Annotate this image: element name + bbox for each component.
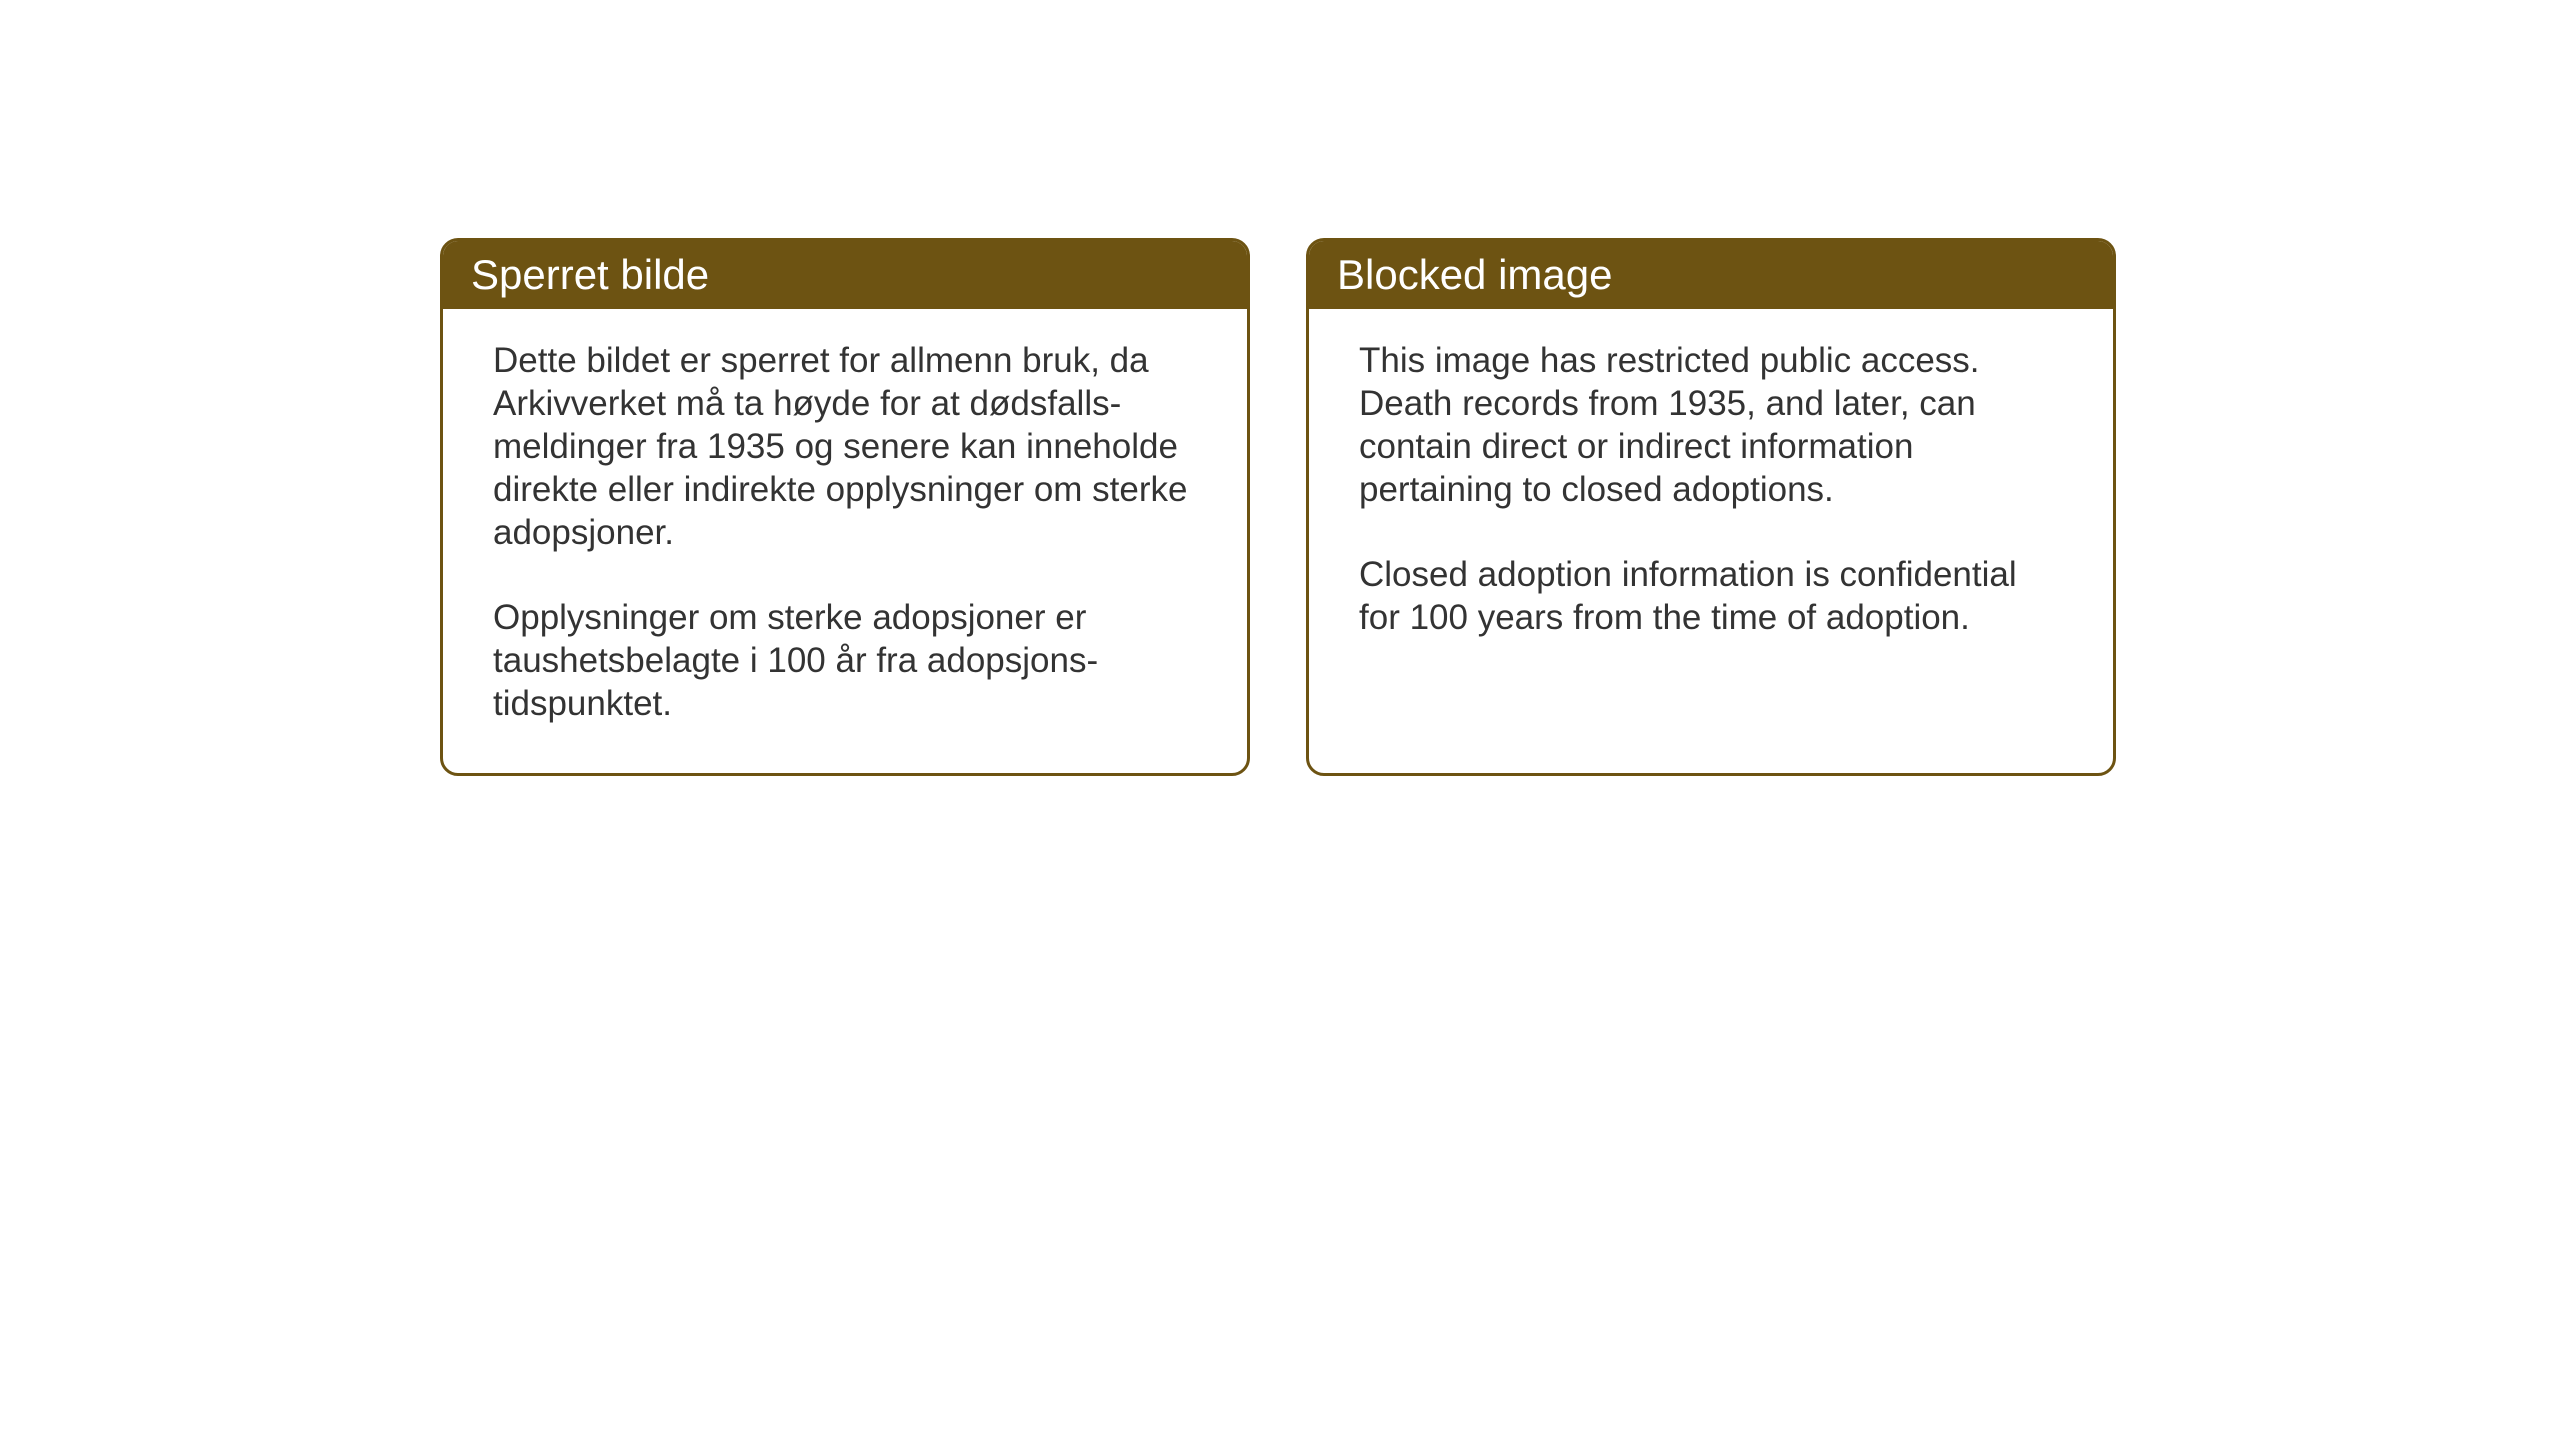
card-body-norwegian: Dette bildet er sperret for allmenn bruk… — [443, 309, 1247, 773]
paragraph-norwegian-2: Opplysninger om sterke adopsjoner er tau… — [493, 596, 1197, 725]
notice-cards-container: Sperret bilde Dette bildet er sperret fo… — [440, 238, 2116, 776]
notice-card-norwegian: Sperret bilde Dette bildet er sperret fo… — [440, 238, 1250, 776]
card-header-english: Blocked image — [1309, 241, 2113, 309]
card-title-english: Blocked image — [1337, 251, 1612, 298]
notice-card-english: Blocked image This image has restricted … — [1306, 238, 2116, 776]
card-body-english: This image has restricted public access.… — [1309, 309, 2113, 687]
paragraph-english-1: This image has restricted public access.… — [1359, 339, 2063, 511]
paragraph-english-2: Closed adoption information is confident… — [1359, 553, 2063, 639]
card-header-norwegian: Sperret bilde — [443, 241, 1247, 309]
paragraph-norwegian-1: Dette bildet er sperret for allmenn bruk… — [493, 339, 1197, 554]
card-title-norwegian: Sperret bilde — [471, 251, 709, 298]
